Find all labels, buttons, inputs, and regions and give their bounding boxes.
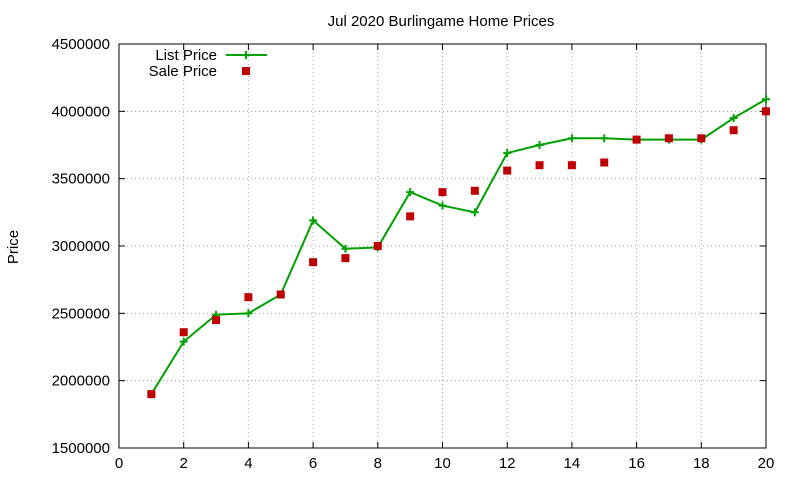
x-tick-label: 8: [374, 455, 382, 472]
sale-price-point: [762, 107, 770, 116]
sale-price-point: [535, 161, 544, 170]
list-price-point: [406, 188, 415, 197]
list-price-point: [438, 201, 447, 210]
y-tick-label: 3000000: [52, 238, 110, 255]
chart-title: Jul 2020 Burlingame Home Prices: [328, 13, 555, 30]
sale-price-point: [309, 258, 318, 267]
sale-price-point: [664, 134, 673, 143]
y-axis-label: Price: [5, 230, 22, 264]
grid: [119, 44, 766, 448]
sale-price-point: [373, 242, 382, 250]
y-tick-label: 4500000: [52, 36, 110, 53]
list-price-point: [762, 95, 770, 104]
legend: List Price Sale Price: [149, 47, 267, 80]
legend-marker-list-price: [242, 51, 250, 59]
list-price-point: [729, 114, 738, 123]
x-tick-label: 6: [309, 455, 317, 472]
list-price-line: [150, 98, 767, 395]
y-tick-label: 2500000: [52, 305, 110, 322]
sale-price-point: [438, 188, 447, 197]
x-tick-label: 12: [499, 455, 516, 472]
y-tick-label: 2000000: [52, 373, 110, 390]
sale-price-point: [632, 135, 641, 144]
y-tick-label: 4000000: [52, 103, 110, 120]
x-tick-label: 2: [180, 455, 188, 472]
sale-price-point: [600, 158, 609, 167]
series: [147, 95, 770, 399]
sale-price-point: [212, 316, 221, 325]
list-price-point: [470, 208, 479, 217]
list-price-point: [535, 141, 544, 149]
sale-price-point: [179, 328, 188, 337]
list-price-point: [341, 244, 350, 253]
x-tick-label: 18: [693, 455, 710, 472]
sale-price-point: [147, 390, 156, 399]
list-price-point: [179, 337, 188, 346]
x-tick-label: 20: [758, 455, 775, 472]
sale-price-point: [470, 186, 479, 195]
list-price-point: [309, 216, 318, 225]
legend-marker-sale-price: [242, 67, 250, 75]
list-price-point: [244, 309, 253, 318]
list-price-point: [567, 134, 576, 143]
sale-price-point: [503, 166, 512, 175]
sale-price-point: [244, 293, 253, 302]
x-tick-label: 14: [564, 455, 581, 472]
y-tick-label: 1500000: [52, 440, 110, 457]
x-tick-label: 0: [115, 455, 123, 472]
legend-label-sale-price: Sale Price: [149, 63, 217, 80]
sale-price-point: [697, 134, 706, 143]
axes: [118, 43, 767, 449]
legend-label-list-price: List Price: [155, 47, 217, 64]
sale-price-point: [567, 161, 576, 170]
list-price-point: [600, 134, 609, 143]
x-tick-label: 16: [628, 455, 645, 472]
x-tick-label: 10: [434, 455, 451, 472]
sale-price-point: [729, 126, 738, 135]
x-tick-label: 4: [244, 455, 252, 472]
sale-price-point: [406, 212, 415, 221]
list-price-point: [503, 149, 512, 158]
tick-labels: 0 2 4 6 8 10 12 14 16 18 20 1500000 2000000 2500000 30…: [52, 36, 775, 472]
sale-price-point: [276, 290, 285, 299]
plot-border: [118, 43, 767, 449]
sale-price-point: [341, 254, 350, 263]
y-tick-label: 3500000: [52, 171, 110, 188]
